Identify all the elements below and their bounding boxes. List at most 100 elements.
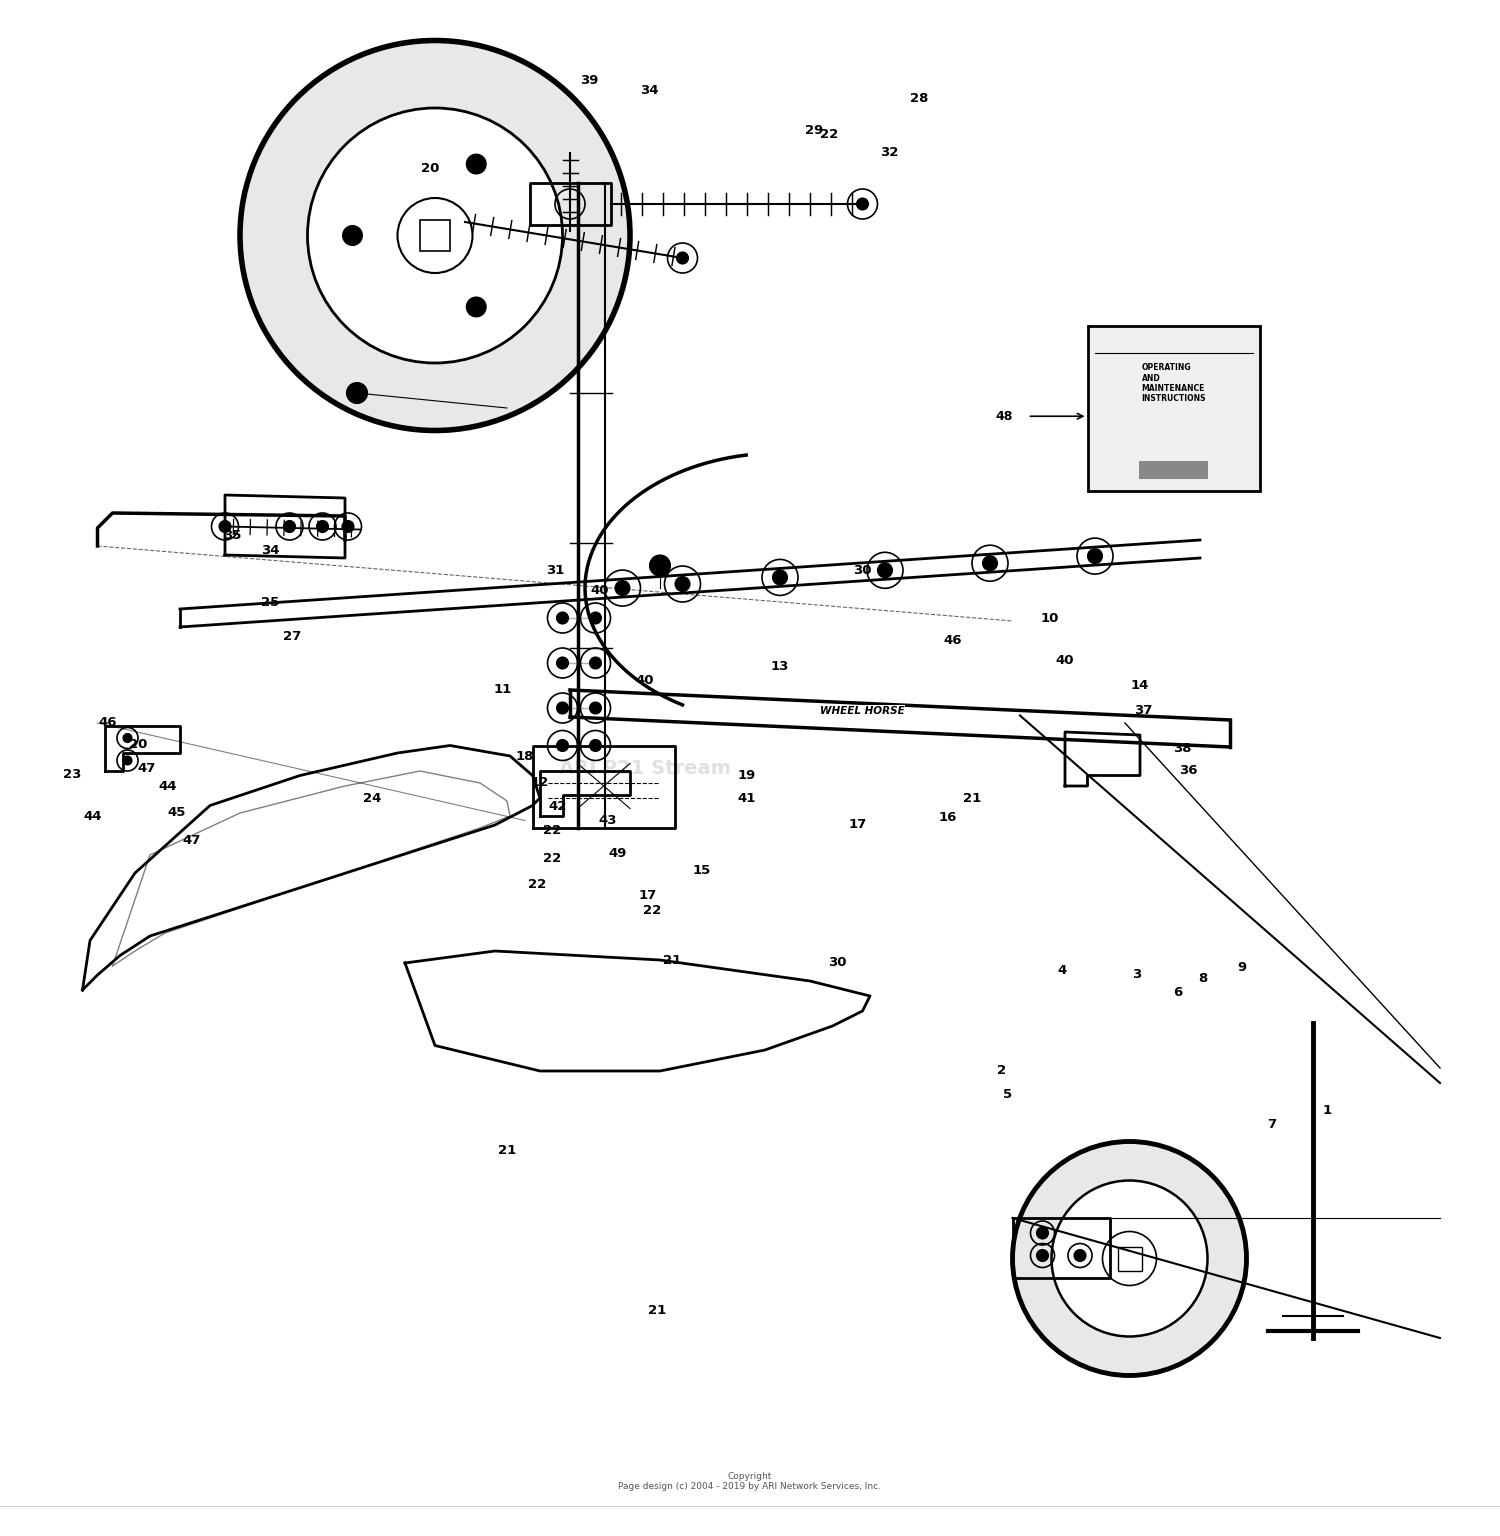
Circle shape [465, 154, 486, 175]
Text: 8: 8 [1198, 971, 1208, 985]
Text: 1: 1 [1323, 1103, 1332, 1117]
Circle shape [590, 657, 602, 670]
Text: 2: 2 [998, 1064, 1006, 1077]
Circle shape [284, 521, 296, 533]
Text: 19: 19 [738, 770, 756, 782]
Circle shape [878, 562, 892, 578]
Circle shape [316, 521, 328, 533]
Bar [1088, 326, 1260, 490]
Circle shape [650, 554, 670, 576]
Bar [420, 221, 450, 250]
Text: 34: 34 [640, 83, 658, 97]
Text: 30: 30 [828, 957, 846, 969]
Text: 22: 22 [543, 851, 561, 865]
Text: Copyright
Page design (c) 2004 - 2019 by ARI Network Services, Inc.: Copyright Page design (c) 2004 - 2019 by… [618, 1471, 882, 1491]
Circle shape [590, 739, 602, 751]
Circle shape [556, 611, 568, 624]
Circle shape [398, 198, 472, 273]
Circle shape [1074, 1249, 1086, 1261]
Circle shape [856, 198, 868, 210]
Text: 23: 23 [63, 768, 81, 780]
Text: 34: 34 [261, 544, 279, 558]
Text: 37: 37 [1134, 705, 1152, 717]
Text: ARI P21 Stream: ARI P21 Stream [560, 759, 730, 777]
Circle shape [346, 382, 368, 404]
Text: 43: 43 [598, 814, 616, 826]
Circle shape [615, 581, 630, 596]
Circle shape [123, 734, 132, 742]
Circle shape [240, 40, 630, 430]
Circle shape [1052, 1181, 1208, 1336]
Text: 40: 40 [591, 585, 609, 598]
Text: 28: 28 [910, 92, 928, 106]
Text: 49: 49 [609, 846, 627, 860]
Circle shape [590, 611, 602, 624]
Text: 30: 30 [853, 564, 871, 576]
Text: 17: 17 [639, 889, 657, 902]
Text: 47: 47 [183, 834, 201, 846]
Circle shape [342, 521, 354, 533]
Text: 15: 15 [693, 863, 711, 877]
Text: 39: 39 [580, 75, 598, 88]
Text: 42: 42 [549, 800, 567, 814]
Text: 18: 18 [516, 750, 534, 762]
Circle shape [308, 108, 562, 362]
Text: 22: 22 [644, 905, 662, 917]
Text: 5: 5 [1004, 1089, 1013, 1101]
Text: OPERATING
AND
MAINTENANCE
INSTRUCTIONS: OPERATING AND MAINTENANCE INSTRUCTIONS [1142, 362, 1206, 404]
Circle shape [219, 521, 231, 533]
Text: 40: 40 [636, 674, 654, 688]
Text: 44: 44 [84, 809, 102, 822]
Text: 20: 20 [422, 161, 440, 175]
Text: 32: 32 [880, 146, 898, 160]
Text: 9: 9 [1238, 962, 1246, 974]
Circle shape [465, 296, 486, 318]
Circle shape [676, 252, 688, 264]
Circle shape [556, 702, 568, 714]
Text: 21: 21 [663, 954, 681, 966]
Text: 40: 40 [1056, 653, 1074, 667]
Text: 7: 7 [1268, 1118, 1276, 1132]
Text: 48: 48 [994, 410, 1012, 422]
Text: 3: 3 [1132, 969, 1142, 982]
Text: 47: 47 [138, 762, 156, 774]
Circle shape [1036, 1227, 1048, 1240]
Text: 38: 38 [1173, 742, 1191, 756]
Bar [1140, 461, 1209, 479]
Text: 21: 21 [648, 1304, 666, 1318]
Circle shape [1102, 1232, 1156, 1286]
Circle shape [1088, 548, 1102, 564]
Text: 41: 41 [738, 791, 756, 805]
Text: 22: 22 [821, 129, 839, 141]
Text: 20: 20 [129, 737, 147, 751]
Text: 35: 35 [224, 528, 242, 542]
Text: 36: 36 [1179, 765, 1197, 777]
Text: 13: 13 [771, 659, 789, 673]
Text: 21: 21 [963, 791, 981, 805]
Text: 24: 24 [363, 791, 381, 805]
Circle shape [556, 657, 568, 670]
Text: 14: 14 [1131, 679, 1149, 693]
Circle shape [1036, 1249, 1048, 1261]
Text: 4: 4 [1058, 965, 1066, 977]
Text: 10: 10 [1041, 611, 1059, 625]
Text: 31: 31 [546, 564, 564, 576]
Circle shape [342, 224, 363, 246]
Circle shape [590, 702, 602, 714]
Text: 25: 25 [261, 596, 279, 610]
Circle shape [772, 570, 788, 585]
Text: 16: 16 [939, 811, 957, 823]
Text: 27: 27 [284, 630, 302, 642]
Text: 12: 12 [531, 777, 549, 790]
Text: 11: 11 [494, 684, 512, 696]
Circle shape [1013, 1141, 1246, 1376]
Circle shape [556, 739, 568, 751]
Text: 46: 46 [944, 634, 962, 647]
Circle shape [123, 756, 132, 765]
Bar [1118, 1247, 1142, 1270]
Text: 46: 46 [99, 716, 117, 730]
Text: 45: 45 [168, 806, 186, 820]
Circle shape [982, 556, 998, 571]
Text: 22: 22 [528, 879, 546, 891]
Text: 44: 44 [159, 779, 177, 793]
